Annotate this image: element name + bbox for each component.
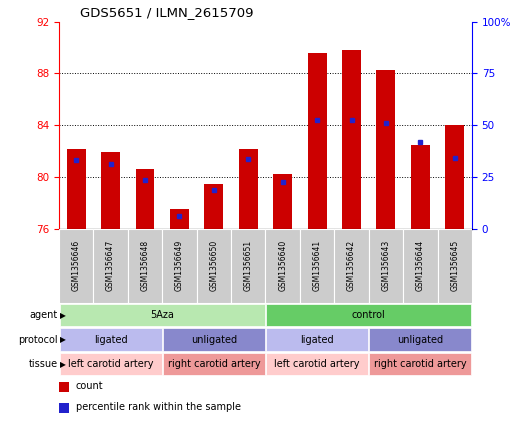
Text: ▶: ▶ — [60, 335, 66, 344]
Text: left carotid artery: left carotid artery — [274, 359, 360, 369]
Bar — [342, 50, 361, 229]
Text: GSM1356651: GSM1356651 — [244, 240, 253, 291]
Text: ligated: ligated — [94, 335, 127, 345]
Text: GDS5651 / ILMN_2615709: GDS5651 / ILMN_2615709 — [80, 6, 253, 19]
FancyBboxPatch shape — [266, 353, 368, 376]
Bar — [59, 403, 69, 413]
Bar — [59, 382, 69, 392]
FancyBboxPatch shape — [438, 229, 472, 303]
FancyBboxPatch shape — [163, 353, 265, 376]
Bar — [377, 69, 396, 229]
FancyBboxPatch shape — [231, 229, 265, 303]
FancyBboxPatch shape — [60, 353, 162, 376]
FancyBboxPatch shape — [266, 328, 368, 351]
Bar — [273, 174, 292, 229]
Text: percentile rank within the sample: percentile rank within the sample — [75, 402, 241, 412]
Text: ▶: ▶ — [60, 310, 66, 320]
FancyBboxPatch shape — [128, 229, 162, 303]
FancyBboxPatch shape — [93, 229, 128, 303]
FancyBboxPatch shape — [334, 229, 369, 303]
Bar — [445, 125, 464, 229]
FancyBboxPatch shape — [163, 328, 265, 351]
Text: right carotid artery: right carotid artery — [168, 359, 260, 369]
Bar — [308, 53, 327, 229]
Text: GSM1356646: GSM1356646 — [72, 240, 81, 291]
Text: GSM1356644: GSM1356644 — [416, 240, 425, 291]
Text: control: control — [352, 310, 386, 320]
Text: right carotid artery: right carotid artery — [374, 359, 467, 369]
FancyBboxPatch shape — [266, 304, 471, 327]
Text: left carotid artery: left carotid artery — [68, 359, 153, 369]
Text: GSM1356648: GSM1356648 — [141, 240, 149, 291]
Text: GSM1356642: GSM1356642 — [347, 240, 356, 291]
FancyBboxPatch shape — [369, 229, 403, 303]
Bar — [411, 145, 430, 229]
Text: GSM1356645: GSM1356645 — [450, 240, 459, 291]
FancyBboxPatch shape — [59, 229, 93, 303]
Text: ligated: ligated — [300, 335, 334, 345]
Text: GSM1356640: GSM1356640 — [278, 240, 287, 291]
FancyBboxPatch shape — [369, 353, 471, 376]
Text: agent: agent — [30, 310, 58, 320]
Text: protocol: protocol — [18, 335, 58, 345]
FancyBboxPatch shape — [60, 304, 265, 327]
Text: GSM1356647: GSM1356647 — [106, 240, 115, 291]
Bar — [239, 148, 258, 229]
FancyBboxPatch shape — [300, 229, 334, 303]
Bar — [135, 169, 154, 229]
FancyBboxPatch shape — [369, 328, 471, 351]
Text: GSM1356649: GSM1356649 — [175, 240, 184, 291]
Text: unligated: unligated — [397, 335, 443, 345]
FancyBboxPatch shape — [265, 229, 300, 303]
Bar — [204, 184, 223, 229]
Text: tissue: tissue — [29, 359, 58, 369]
FancyBboxPatch shape — [403, 229, 438, 303]
Bar — [101, 152, 120, 229]
Text: GSM1356643: GSM1356643 — [382, 240, 390, 291]
Text: count: count — [75, 381, 103, 391]
FancyBboxPatch shape — [196, 229, 231, 303]
Text: GSM1356650: GSM1356650 — [209, 240, 219, 291]
Text: GSM1356641: GSM1356641 — [312, 240, 322, 291]
Text: ▶: ▶ — [60, 360, 66, 369]
Text: 5Aza: 5Aza — [150, 310, 174, 320]
Bar — [170, 209, 189, 229]
Text: unligated: unligated — [191, 335, 237, 345]
FancyBboxPatch shape — [60, 328, 162, 351]
FancyBboxPatch shape — [162, 229, 196, 303]
Bar — [67, 148, 86, 229]
